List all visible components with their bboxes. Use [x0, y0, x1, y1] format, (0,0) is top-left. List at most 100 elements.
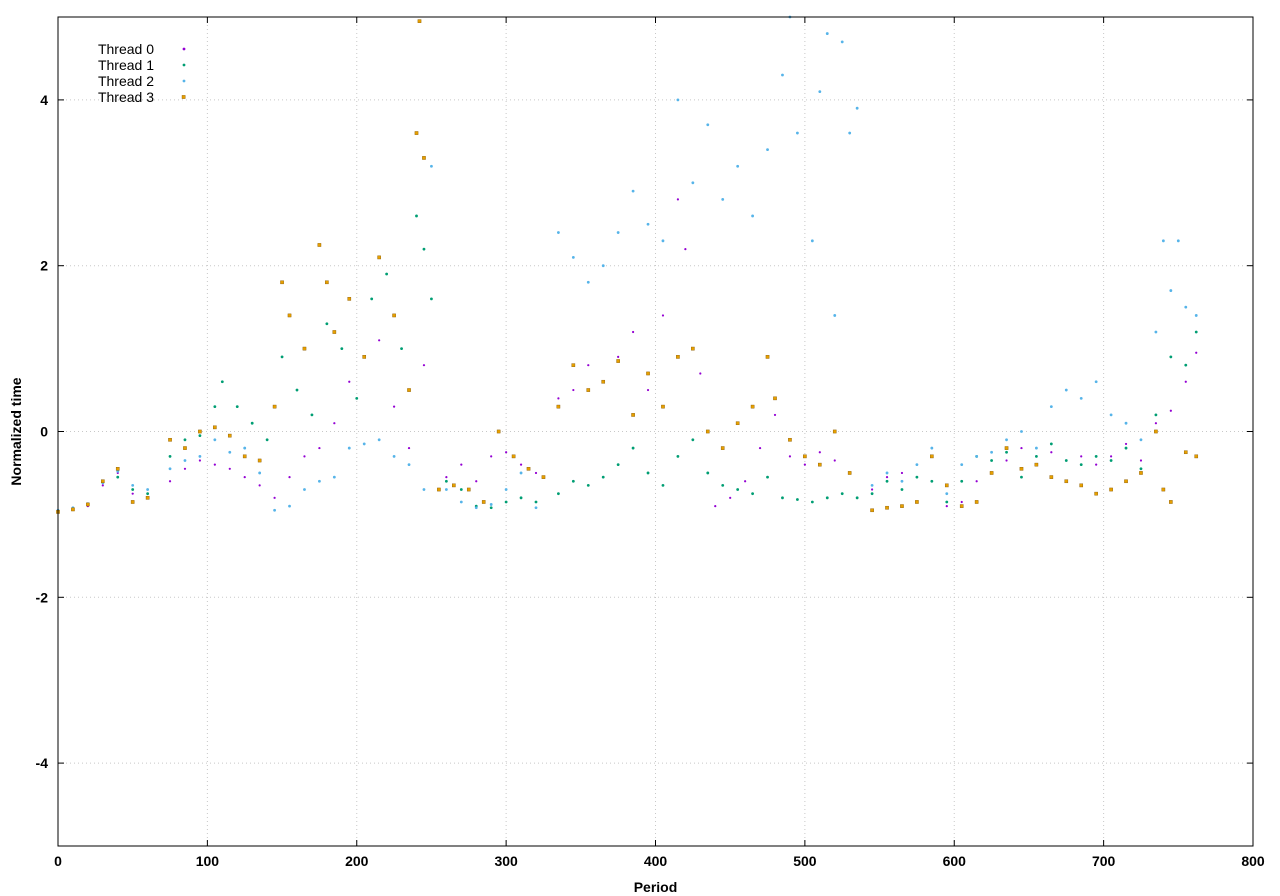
data-point-thread-2 — [601, 264, 605, 268]
data-point-thread-1 — [1109, 459, 1113, 462]
data-point-thread-2 — [781, 73, 784, 77]
data-point-thread-2 — [900, 479, 904, 483]
y-axis-title: Normalized time — [8, 377, 24, 485]
legend-label-thread-3: Thread 3 — [98, 89, 154, 105]
data-point-thread-2 — [377, 438, 381, 442]
data-point-thread-3 — [257, 458, 262, 463]
x-tick-label: 400 — [644, 853, 668, 869]
data-point-thread-2 — [288, 504, 291, 508]
x-tick-label: 300 — [494, 853, 518, 869]
data-point-thread-0 — [348, 380, 351, 383]
data-point-thread-2 — [766, 148, 769, 152]
data-point-thread-2 — [198, 454, 202, 458]
data-point-thread-3 — [832, 429, 837, 434]
data-point-thread-2 — [825, 32, 829, 35]
data-point-thread-2 — [571, 256, 575, 259]
data-point-thread-0 — [631, 330, 635, 334]
data-point-thread-0 — [183, 467, 187, 470]
data-point-thread-2 — [990, 450, 993, 454]
data-point-thread-3 — [71, 507, 75, 512]
legend-marker-thread-2 — [182, 79, 186, 83]
data-point-thread-1 — [945, 500, 949, 504]
data-point-thread-3 — [302, 346, 307, 351]
data-point-thread-3 — [788, 437, 792, 442]
data-point-thread-1 — [400, 347, 403, 350]
data-point-thread-1 — [116, 475, 120, 479]
data-point-thread-0 — [1080, 455, 1083, 458]
data-point-thread-2 — [303, 488, 306, 491]
grid — [58, 17, 1253, 846]
data-point-thread-3 — [362, 355, 367, 359]
data-point-thread-0 — [1095, 463, 1098, 466]
data-point-thread-1 — [504, 500, 508, 504]
data-point-thread-0 — [1169, 409, 1172, 412]
data-point-thread-2 — [362, 442, 366, 446]
data-point-thread-0 — [534, 471, 538, 475]
data-point-thread-2 — [691, 181, 695, 185]
data-point-thread-1 — [534, 500, 538, 504]
data-point-thread-1 — [310, 413, 314, 417]
data-point-thread-3 — [414, 131, 419, 135]
data-point-thread-0 — [1005, 459, 1008, 462]
data-point-thread-1 — [415, 214, 418, 218]
data-point-thread-3 — [750, 404, 755, 409]
data-point-thread-2 — [489, 503, 493, 506]
legend-label-thread-1: Thread 1 — [98, 57, 154, 73]
data-point-thread-3 — [586, 388, 591, 392]
data-point-thread-0 — [392, 405, 396, 408]
data-point-thread-3 — [466, 487, 471, 492]
data-point-thread-3 — [631, 413, 635, 417]
data-point-thread-0 — [885, 475, 889, 479]
data-point-thread-3 — [227, 433, 232, 438]
data-point-thread-2 — [459, 500, 463, 504]
data-point-thread-3 — [183, 446, 187, 450]
data-point-thread-1 — [930, 479, 934, 483]
axis-ticks: 0 100 200 300 400 500 600 700 800 -4 -2 0 2 4 — [36, 17, 1265, 869]
data-point-thread-2 — [848, 131, 852, 135]
data-point-thread-3 — [101, 479, 105, 484]
data-point-thread-2 — [1176, 239, 1180, 243]
data-point-thread-0 — [572, 388, 575, 392]
data-point-thread-1 — [370, 297, 374, 301]
data-point-thread-0 — [1195, 351, 1198, 354]
data-point-thread-1 — [1035, 454, 1038, 458]
data-point-thread-2 — [706, 123, 710, 127]
x-tick-label: 200 — [345, 853, 369, 869]
data-point-thread-2 — [736, 164, 740, 168]
data-point-thread-3 — [885, 505, 889, 510]
data-point-thread-1 — [915, 475, 919, 479]
data-point-thread-3 — [959, 504, 964, 508]
y-tick-label: 2 — [40, 258, 48, 274]
data-point-thread-3 — [541, 475, 546, 479]
data-point-thread-2 — [975, 454, 979, 458]
data-point-thread-3 — [720, 446, 725, 450]
data-point-thread-3 — [213, 425, 217, 430]
data-point-thread-1 — [1124, 446, 1128, 450]
data-point-thread-1 — [235, 405, 239, 409]
data-point-thread-2 — [810, 239, 814, 243]
data-point-thread-1 — [325, 322, 329, 326]
data-point-thread-1 — [213, 405, 217, 409]
data-point-thread-1 — [810, 500, 814, 504]
data-point-thread-3 — [242, 454, 247, 459]
data-point-thread-2 — [840, 40, 844, 44]
data-point-thread-0 — [243, 475, 246, 479]
data-point-thread-2 — [557, 231, 560, 234]
data-point-thread-1 — [1169, 355, 1173, 359]
data-point-thread-1 — [900, 488, 904, 491]
data-point-thread-3 — [347, 297, 352, 301]
data-point-thread-1 — [1064, 459, 1068, 462]
x-tick-label: 800 — [1241, 853, 1265, 869]
data-point-thread-3 — [1019, 467, 1024, 471]
data-point-thread-0 — [975, 480, 978, 483]
data-point-thread-1 — [459, 488, 463, 491]
data-point-thread-0 — [407, 446, 411, 450]
data-point-thread-2 — [1035, 446, 1038, 450]
data-point-thread-1 — [168, 454, 172, 458]
data-point-thread-1 — [444, 479, 448, 483]
data-point-thread-3 — [452, 483, 456, 488]
data-point-thread-2 — [1064, 388, 1068, 392]
data-point-thread-3 — [616, 359, 620, 363]
data-point-thread-0 — [617, 355, 620, 358]
data-point-thread-0 — [729, 496, 732, 499]
